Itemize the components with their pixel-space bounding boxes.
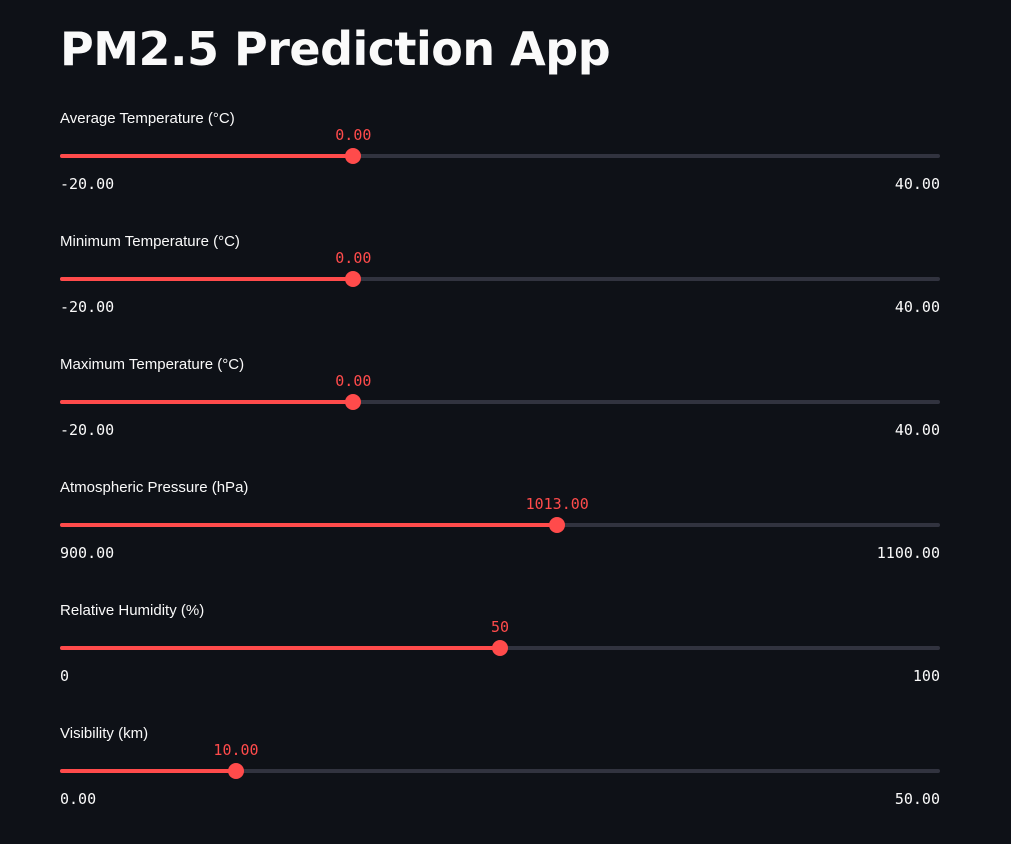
slider-track[interactable] [60, 400, 940, 404]
slider-thumb[interactable] [345, 394, 362, 410]
slider-max-label: 100 [912, 667, 940, 685]
slider-current-value: 10.00 [213, 741, 259, 759]
slider-current-value: 0.00 [335, 126, 372, 144]
slider-current-value: 0.00 [335, 249, 372, 267]
slider-fill [60, 400, 354, 404]
slider-label: Average Temperature (°C) [60, 110, 235, 127]
slider-atmospheric-pressure: Atmospheric Pressure (hPa) 1013.00 900.0… [60, 479, 940, 589]
slider-track-area[interactable] [60, 517, 940, 533]
slider-label: Visibility (km) [60, 725, 149, 742]
slider-min-label: 0.00 [60, 790, 97, 808]
slider-current-value: 50 [490, 618, 510, 636]
slider-max-label: 40.00 [894, 298, 940, 316]
slider-track-area[interactable] [60, 271, 940, 287]
slider-min-label: 900.00 [60, 544, 115, 562]
slider-thumb[interactable] [345, 271, 362, 287]
slider-max-label: 1100.00 [876, 544, 940, 562]
slider-track[interactable] [60, 769, 940, 773]
slider-min-label: -20.00 [60, 421, 115, 439]
slider-track[interactable] [60, 154, 940, 158]
slider-track-area[interactable] [60, 640, 940, 656]
slider-current-value: 1013.00 [525, 495, 589, 513]
slider-fill [60, 277, 354, 281]
slider-min-label: -20.00 [60, 175, 115, 193]
slider-relative-humidity: Relative Humidity (%) 50 0 100 [60, 602, 940, 712]
slider-fill [60, 769, 236, 773]
slider-label: Relative Humidity (%) [60, 602, 205, 619]
slider-fill [60, 523, 558, 527]
slider-average-temperature: Average Temperature (°C) 0.00 -20.00 40.… [60, 110, 940, 220]
slider-label: Minimum Temperature (°C) [60, 233, 240, 250]
slider-label: Maximum Temperature (°C) [60, 356, 245, 373]
slider-min-label: 0 [60, 667, 70, 685]
slider-label: Atmospheric Pressure (hPa) [60, 479, 249, 496]
slider-thumb[interactable] [492, 640, 508, 656]
slider-track[interactable] [60, 277, 940, 281]
slider-thumb[interactable] [549, 517, 566, 533]
page-title: PM2.5 Prediction App [60, 22, 611, 76]
slider-visibility: Visibility (km) 10.00 0.00 50.00 [60, 725, 940, 835]
slider-fill [60, 154, 354, 158]
slider-current-value: 0.00 [335, 372, 372, 390]
slider-track-area[interactable] [60, 394, 940, 410]
slider-thumb[interactable] [228, 763, 244, 779]
slider-max-label: 50.00 [894, 790, 940, 808]
slider-minimum-temperature: Minimum Temperature (°C) 0.00 -20.00 40.… [60, 233, 940, 343]
slider-thumb[interactable] [345, 148, 362, 164]
slider-min-label: -20.00 [60, 298, 115, 316]
slider-track-area[interactable] [60, 763, 940, 779]
slider-max-label: 40.00 [894, 175, 940, 193]
slider-max-label: 40.00 [894, 421, 940, 439]
slider-maximum-temperature: Maximum Temperature (°C) 0.00 -20.00 40.… [60, 356, 940, 466]
slider-track-area[interactable] [60, 148, 940, 164]
slider-fill [60, 646, 500, 650]
